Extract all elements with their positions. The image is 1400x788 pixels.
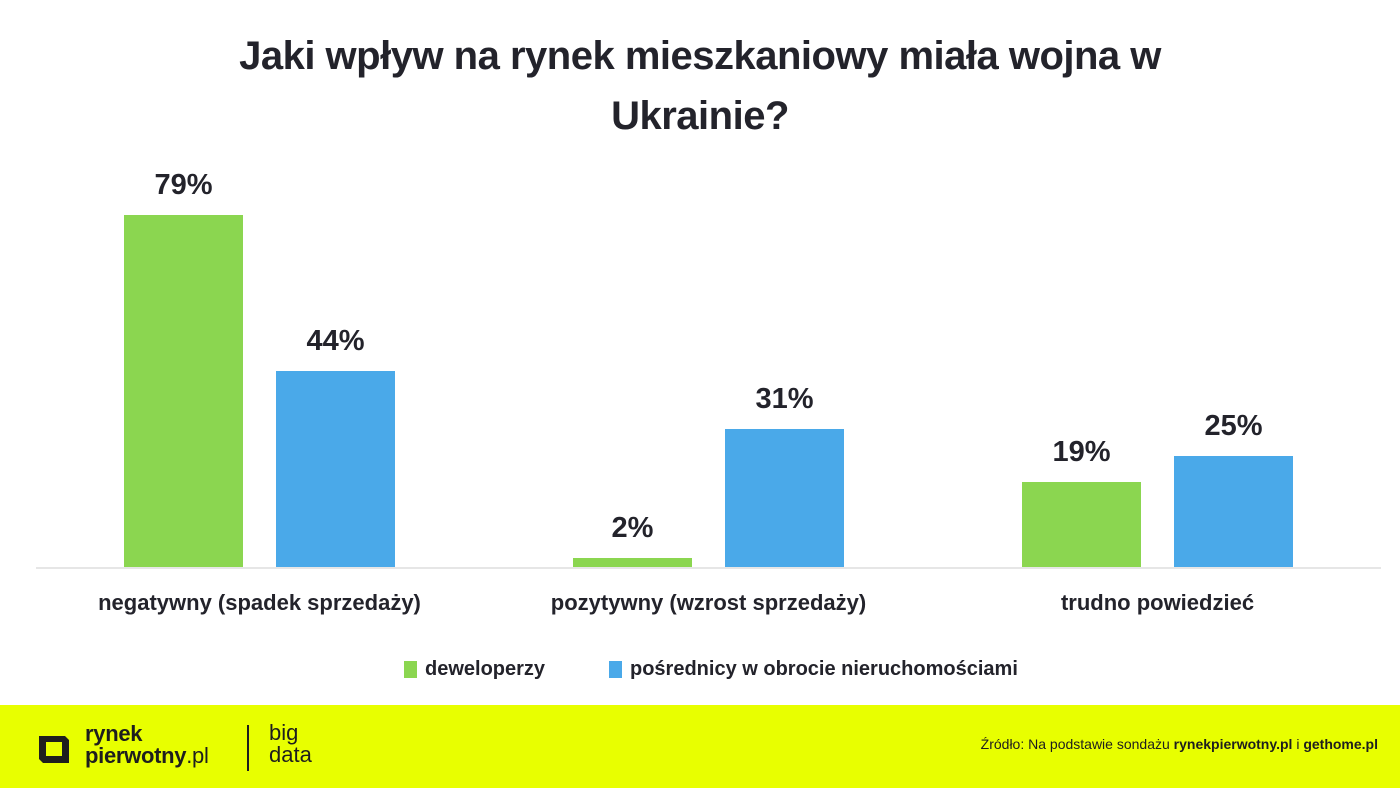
bar-value-label: 2%: [611, 512, 654, 544]
bar-deweloperzy-0: [124, 215, 243, 567]
legend-item-posrednicy: pośrednicy w obrocie nieruchomościami: [609, 658, 1018, 681]
logo-line-1: rynek: [85, 721, 143, 746]
category-label: trudno powiedzieć: [1060, 590, 1255, 615]
category-label: pozytywny (wzrost sprzedaży): [550, 590, 867, 615]
legend-label: deweloperzy: [425, 658, 546, 680]
rynekpierwotny-logo-icon: [39, 736, 69, 763]
source-join: i: [1292, 736, 1304, 752]
source-site-2: gethome.pl: [1303, 736, 1378, 752]
bar-value-label: 19%: [1052, 436, 1111, 468]
x-axis-baseline: [36, 567, 1381, 569]
bar-posrednicy-2: [1174, 456, 1293, 567]
chart-title: Jaki wpływ na rynek mieszkaniowy miała w…: [150, 26, 1250, 146]
bar-chart: 79% 44% negatywny (spadek sprzedaży) 2% 31% p…: [36, 169, 1381, 615]
logo-suffix: .pl: [186, 743, 209, 768]
source-site-1: rynekpierwotny.pl: [1173, 736, 1293, 752]
chart-title-line-1: Jaki wpływ na rynek mieszkaniowy miała w…: [239, 34, 1161, 78]
bigdata-line-1: big: [269, 720, 299, 745]
chart-legend: deweloperzy pośrednicy w obrocie nieruch…: [0, 658, 1400, 688]
bigdata-logo: big data: [269, 722, 312, 766]
bigdata-line-2: data: [269, 742, 312, 767]
legend-label: pośrednicy w obrocie nieruchomościami: [630, 658, 1018, 680]
bar-value-label: 31%: [755, 383, 814, 415]
category-label: negatywny (spadek sprzedaży): [98, 590, 421, 615]
footer-bar: rynek pierwotny.pl big data Źródło: Na p…: [0, 705, 1400, 788]
bar-deweloperzy-2: [1022, 482, 1141, 567]
rynekpierwotny-logo-text: rynek pierwotny.pl: [85, 723, 209, 767]
logo-line-2: pierwotny: [85, 743, 187, 768]
bar-posrednicy-0: [276, 371, 395, 567]
legend-swatch-blue: [609, 661, 622, 678]
source-note: Źródło: Na podstawie sondażu rynekpierwo…: [981, 736, 1378, 752]
bar-posrednicy-1: [725, 429, 844, 567]
bar-value-label: 44%: [306, 325, 365, 357]
bar-value-label: 25%: [1204, 410, 1263, 442]
bar-value-label: 79%: [154, 169, 213, 201]
chart-title-line-2: Ukrainie?: [611, 94, 789, 138]
source-prefix: Źródło: Na podstawie sondażu: [980, 736, 1174, 752]
legend-swatch-green: [404, 661, 417, 678]
legend-item-deweloperzy: deweloperzy: [404, 658, 545, 681]
bar-deweloperzy-1: [573, 558, 692, 567]
logo-divider: [247, 725, 249, 771]
